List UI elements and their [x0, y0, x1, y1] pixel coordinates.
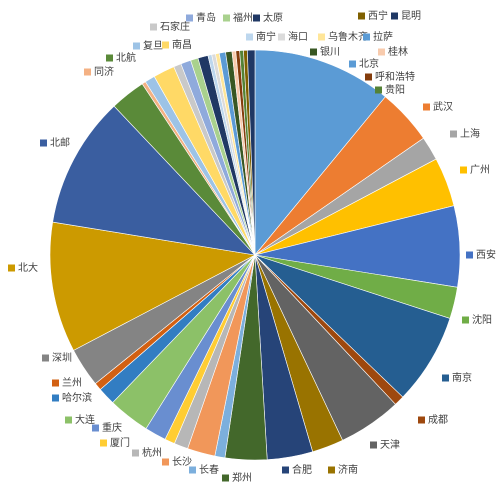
legend-swatch: [65, 416, 72, 424]
legend-swatch: [162, 41, 169, 49]
legend-swatch: [253, 14, 260, 22]
legend-swatch: [189, 466, 196, 474]
slice-label: 天津: [380, 439, 400, 451]
slice-label: 贵阳: [385, 83, 405, 96]
legend-swatch: [133, 42, 140, 50]
legend-swatch: [150, 23, 157, 31]
slice-label: 兰州: [62, 376, 82, 389]
legend-swatch: [466, 251, 473, 259]
slice-label: 南京: [452, 371, 472, 384]
slice-label: 长沙: [172, 456, 192, 468]
legend-swatch: [278, 33, 285, 41]
slice-label: 长春: [199, 464, 219, 476]
slice-label: 乌鲁木齐: [328, 30, 368, 43]
slice-label: 南昌: [172, 38, 192, 51]
legend-swatch: [42, 354, 49, 362]
legend-swatch: [106, 54, 113, 62]
legend-swatch: [370, 441, 377, 449]
slice-label: 北邮: [50, 136, 70, 149]
legend-swatch: [246, 33, 253, 41]
slice-label: 沈阳: [472, 313, 492, 326]
slice-label: 西宁: [368, 9, 388, 22]
slice-label: 海口: [288, 30, 308, 43]
slice-label: 杭州: [142, 446, 162, 459]
slice-label: 复旦: [143, 39, 163, 52]
slice-label: 同济: [94, 65, 114, 78]
slice-label: 大连: [75, 413, 95, 426]
legend-swatch: [318, 33, 325, 41]
slice-label: 昆明: [401, 10, 421, 22]
slice-label: 桂林: [388, 45, 408, 58]
legend-swatch: [282, 466, 289, 474]
slice-label: 拉萨: [373, 30, 393, 43]
legend-swatch: [162, 458, 169, 466]
slice-label: 成都: [428, 414, 448, 426]
slice-label: 郑州: [232, 471, 252, 484]
slice-label: 福州: [233, 11, 253, 24]
legend-swatch: [40, 139, 47, 147]
slice-label: 重庆: [102, 421, 122, 434]
legend-swatch: [222, 474, 229, 482]
pie-slice: [52, 105, 256, 256]
slice-label: 西安: [476, 248, 496, 261]
legend-swatch: [418, 416, 425, 424]
legend-swatch: [100, 439, 107, 447]
legend-swatch: [391, 12, 398, 20]
legend-swatch: [442, 374, 449, 382]
slice-label: 太原: [263, 11, 283, 24]
legend-swatch: [132, 449, 139, 457]
pie-slice: [246, 49, 256, 256]
legend-swatch: [223, 14, 230, 22]
slice-label: 青岛: [196, 11, 216, 24]
slice-label: 呼和浩特: [375, 71, 415, 83]
legend-swatch: [365, 73, 372, 81]
legend-swatch: [363, 33, 370, 41]
legend-swatch: [8, 264, 15, 272]
legend-swatch: [450, 130, 457, 138]
slice-label: 石家庄: [160, 20, 190, 33]
slice-label: 北京: [359, 57, 379, 70]
legend-swatch: [462, 316, 469, 324]
legend-swatch: [349, 60, 356, 68]
legend-swatch: [52, 379, 59, 387]
legend-swatch: [310, 48, 317, 56]
slice-label: 武汉: [433, 100, 453, 113]
slice-label: 北大: [18, 261, 38, 274]
slice-label: 合肥: [292, 463, 312, 476]
slice-label: 北航: [116, 51, 136, 64]
legend-swatch: [328, 466, 335, 474]
legend-swatch: [52, 394, 59, 402]
legend-swatch: [460, 166, 467, 174]
legend-swatch: [423, 103, 430, 111]
legend-swatch: [378, 48, 385, 56]
slice-label: 厦门: [110, 436, 130, 449]
slice-label: 银川: [320, 45, 340, 58]
slice-label: 广州: [470, 164, 490, 176]
legend-swatch: [358, 12, 365, 20]
slice-label: 济南: [338, 463, 358, 476]
slice-label: 上海: [460, 127, 480, 140]
legend-swatch: [375, 86, 382, 94]
slice-label: 哈尔滨: [62, 391, 92, 404]
pie-slice: [49, 221, 256, 351]
legend-swatch: [84, 68, 91, 76]
slice-label: 南宁: [256, 30, 276, 43]
legend-swatch: [92, 424, 99, 432]
slice-label: 深圳: [52, 352, 72, 364]
legend-swatch: [186, 14, 193, 22]
